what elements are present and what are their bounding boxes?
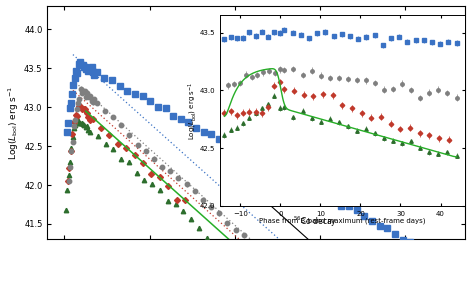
Y-axis label: Log($L_{\rm bol}$) erg s$^{-1}$: Log($L_{\rm bol}$) erg s$^{-1}$ [7, 86, 21, 160]
X-axis label: Phase from B-band maximum (rest-frame days): Phase from B-band maximum (rest-frame da… [259, 218, 426, 224]
Y-axis label: Log($L_{\rm bol}$) erg s$^{-1}$: Log($L_{\rm bol}$) erg s$^{-1}$ [186, 81, 199, 140]
Text: $^{56}$Co decay: $^{56}$Co decay [293, 214, 337, 229]
